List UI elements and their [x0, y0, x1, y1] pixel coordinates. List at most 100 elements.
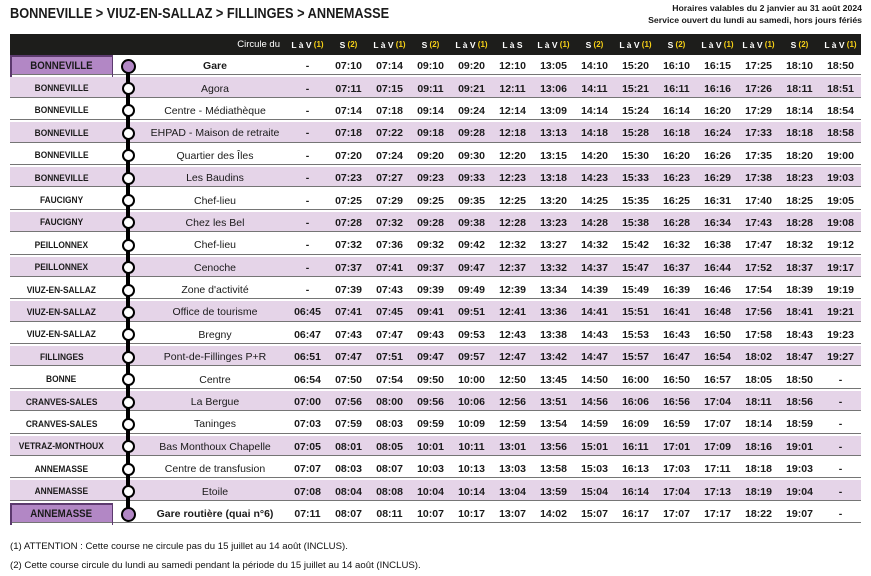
time-cell: 19:03: [786, 463, 813, 476]
time-cell: 13:05: [540, 60, 567, 73]
time-cell: 15:30: [622, 149, 649, 162]
timeline-node: [113, 301, 143, 325]
time-cell: 15:20: [622, 60, 649, 73]
stop-cell: Centre de transfusion: [143, 458, 287, 480]
time-cell: 09:21: [458, 82, 485, 95]
time-cell: 12:28: [499, 216, 526, 229]
time-cell: 16:14: [622, 485, 649, 498]
timeline-node: [113, 435, 143, 459]
time-cell: 07:41: [335, 306, 362, 319]
stop-label: Etoile: [201, 485, 229, 498]
stop-cell: Agora: [143, 77, 287, 99]
stop-label: EHPAD - Maison de retraite: [150, 127, 280, 140]
time-cell: 18:41: [786, 306, 813, 319]
time-cell: 13:54: [540, 418, 567, 431]
time-cell: 13:58: [540, 463, 567, 476]
time-cell: 14:37: [581, 261, 608, 274]
time-cell: 15:33: [622, 172, 649, 185]
time-cell: 19:08: [827, 216, 854, 229]
stop-cell: Les Baudins: [143, 167, 287, 189]
validity-info: Horaires valables du 2 janvier au 31 aoû…: [648, 3, 862, 26]
time-cell: 18:05: [745, 373, 772, 386]
time-cell: 12:10: [499, 60, 526, 73]
time-cell: 09:49: [458, 284, 485, 297]
time-cell: -: [305, 239, 310, 252]
time-cell: 07:47: [335, 351, 362, 364]
time-cell: 18:18: [786, 127, 813, 140]
timeline-node: [113, 390, 143, 414]
commune-cell: ANNEMASSE: [10, 480, 113, 502]
time-cell: 16:23: [663, 172, 690, 185]
time-cell: 07:59: [335, 418, 362, 431]
time-cell: 12:18: [499, 127, 526, 140]
time-cell: 13:23: [540, 216, 567, 229]
route-title-text: BONNEVILLE > VIUZ-EN-SALLAZ > FILLINGES …: [10, 6, 390, 22]
timetable-header: Circule du L à V (1) S (2) L à V (1) S (2) L…: [10, 34, 861, 55]
time-cell: 07:24: [376, 149, 403, 162]
time-cell: 16:38: [704, 239, 731, 252]
time-cell: 13:27: [540, 239, 567, 252]
time-cell: 15:51: [622, 306, 649, 319]
time-cell: 07:25: [335, 194, 362, 207]
timeline-node: [113, 144, 143, 168]
time-cell: 10:17: [458, 508, 485, 520]
time-cell: 13:03: [499, 463, 526, 476]
stop-circle-icon: [121, 485, 135, 499]
time-cell: 13:34: [540, 284, 567, 297]
time-cell: 09:30: [458, 149, 485, 162]
time-cell: 17:58: [745, 328, 772, 341]
time-cell: 13:38: [540, 328, 567, 341]
time-cell: 12:11: [499, 82, 526, 95]
stop-label: Agora: [200, 82, 230, 95]
time-cell: 16:24: [704, 127, 731, 140]
time-cell: -: [305, 216, 310, 229]
time-cell: 12:37: [499, 261, 526, 274]
stop-cell: Gare: [143, 55, 287, 77]
time-cell: 07:43: [376, 284, 403, 297]
time-cell: 14:10: [581, 60, 608, 73]
time-cell: 16:00: [622, 373, 649, 386]
table-row: VIUZ-EN-SALLAZ Office de tourisme 06:45 0…: [10, 301, 861, 325]
time-cell: 07:14: [335, 104, 362, 117]
commune-label: FAUCIGNY: [39, 217, 84, 229]
time-cell: 18:11: [786, 82, 813, 95]
time-cell: -: [838, 440, 843, 453]
time-cell: 13:15: [540, 149, 567, 162]
footnote-1: (1) ATTENTION : Cette course ne circule …: [10, 541, 348, 552]
time-cell: 09:39: [417, 284, 444, 297]
time-cell: 09:53: [458, 328, 485, 341]
timeline-node: [113, 346, 143, 369]
time-cell: 15:01: [581, 440, 608, 453]
time-cell: 07:54: [376, 373, 403, 386]
commune-label: VIUZ-EN-SALLAZ: [26, 284, 97, 296]
commune-cell: FILLINGES: [10, 346, 113, 368]
time-cell: 16:17: [622, 508, 649, 520]
time-cell: 19:04: [786, 485, 813, 498]
commune-label: CRANVES-SALES: [25, 418, 98, 430]
stop-label: Gare: [203, 60, 227, 73]
time-cell: 07:20: [335, 149, 362, 162]
stop-circle-icon: [121, 216, 135, 230]
stop-label: Quartier des Îles: [176, 149, 254, 162]
time-cell: 17:26: [745, 82, 772, 95]
time-cell: 10:13: [458, 463, 485, 476]
circule-du-label: Circule du: [237, 39, 280, 50]
stop-label: Zone d'activité: [181, 284, 249, 297]
stop-label: Pont-de-Fillinges P+R: [163, 351, 267, 364]
day-column-header: L à V (1): [291, 39, 324, 50]
time-cell: 14:18: [581, 127, 608, 140]
time-cell: 07:51: [376, 351, 403, 364]
time-cell: 12:50: [499, 373, 526, 386]
time-cell: 07:50: [335, 373, 362, 386]
time-cell: 14:56: [581, 396, 608, 409]
time-cell: 15:42: [622, 239, 649, 252]
time-cell: 09:20: [458, 60, 485, 73]
commune-cell: VIUZ-EN-SALLAZ: [10, 279, 113, 301]
time-cell: 18:23: [786, 172, 813, 185]
stop-cell: Chef-lieu: [143, 234, 287, 256]
time-cell: 18:50: [786, 373, 813, 386]
day-column-header: S (2): [339, 39, 358, 50]
stop-cell: EHPAD - Maison de retraite: [143, 122, 287, 144]
time-cell: 19:07: [786, 508, 813, 520]
stop-label: Centre de transfusion: [164, 463, 266, 476]
